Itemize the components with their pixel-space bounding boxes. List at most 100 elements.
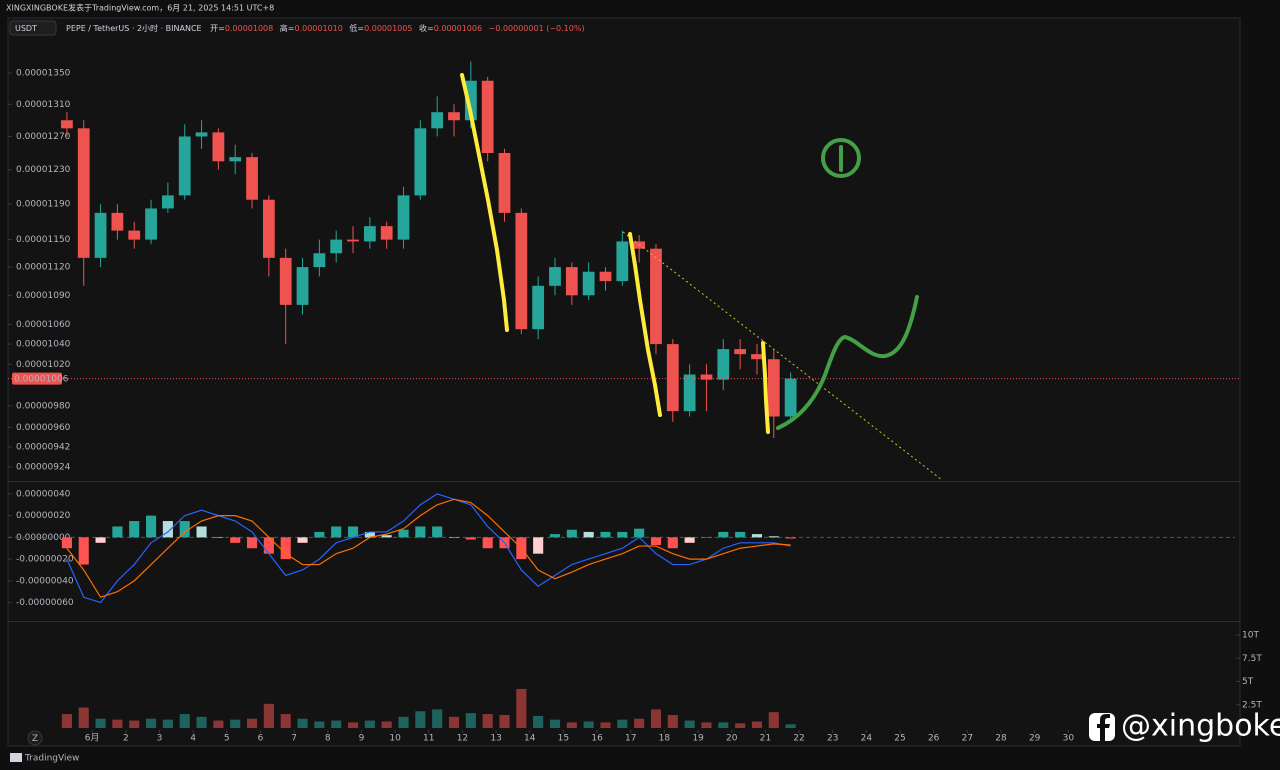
volume-bar	[634, 718, 645, 728]
x-tick-label: 27	[962, 734, 973, 744]
volume-bar	[516, 688, 527, 728]
circled-one	[821, 138, 861, 178]
y-tick-label: 0.00000980	[16, 401, 71, 411]
histogram-bar	[735, 531, 746, 538]
candle-body	[498, 152, 511, 213]
y-tick-label: 0.00001120	[16, 263, 71, 273]
histogram-bar	[162, 521, 173, 538]
histogram-bar	[768, 536, 779, 538]
z-button[interactable]	[27, 730, 43, 746]
candle-body	[565, 267, 578, 296]
y-tick-label: 0.00001090	[16, 291, 71, 301]
candle-body	[397, 195, 410, 240]
candle-body	[515, 212, 528, 330]
symbol: PEPE / TetherUS · 2小时 · BINANCE	[66, 23, 202, 33]
histogram-bar	[600, 531, 611, 538]
candle-body	[246, 157, 258, 200]
x-tick-label: 17	[625, 734, 636, 744]
volume-bar	[549, 719, 561, 728]
z-label[interactable]: Z	[32, 734, 38, 744]
x-tick-label: 23	[827, 734, 838, 744]
volume-bar	[331, 720, 342, 728]
change: −0.00000001 (−0.10%)	[489, 24, 585, 33]
histogram-bar	[465, 537, 476, 540]
candle-body	[448, 112, 460, 121]
candle-body	[195, 132, 208, 137]
candle-body	[145, 208, 157, 240]
byline: XINGXINGBOKE发表于TradingView.com，6月 21, 20…	[6, 3, 274, 13]
volume-bar	[398, 716, 409, 728]
currency-button[interactable]	[9, 20, 57, 36]
candle-body	[666, 344, 679, 412]
candle-body	[363, 226, 376, 242]
candle-body	[700, 374, 713, 380]
x-tick-label: 20	[726, 734, 738, 744]
histogram-bar	[179, 521, 190, 538]
candle-body	[128, 230, 141, 240]
volume-bar	[701, 722, 712, 728]
y-tick-label: 0.00001040	[16, 340, 71, 350]
currency-label[interactable]: USDT	[15, 24, 37, 33]
volume-bar	[230, 719, 241, 728]
histogram-bar	[718, 531, 729, 538]
candle-body	[784, 378, 797, 417]
x-tick-label: 7	[291, 734, 297, 744]
volume-bar	[735, 723, 746, 728]
y-tick-label: 0.00000942	[16, 442, 70, 452]
volume-bar	[95, 718, 106, 728]
x-tick-label: 15	[558, 734, 569, 744]
histogram-bar	[684, 537, 695, 543]
x-tick-label: 26	[928, 734, 940, 744]
ohlc-label: 收=	[419, 23, 434, 33]
y-tick-label: 0.00001020	[16, 360, 71, 370]
volume-bar	[751, 721, 763, 728]
macd-line	[66, 498, 791, 598]
histogram-bar	[263, 537, 274, 554]
histogram-bar	[314, 531, 325, 538]
volume-bar	[718, 722, 729, 728]
x-tick-label: 16	[591, 734, 603, 744]
price-label-box	[12, 372, 62, 385]
histogram-bar	[785, 537, 796, 539]
histogram-bar	[701, 537, 712, 538]
ohlc-label: 低=	[349, 23, 364, 33]
volume-bar	[650, 709, 662, 728]
x-tick-label: 4	[190, 734, 196, 744]
y-tick-label: 0.00000924	[16, 462, 71, 472]
brand-logo	[10, 753, 22, 762]
price-label: 0.00001006	[14, 375, 69, 385]
y-tick-label: 0.00000020	[16, 511, 71, 521]
volume-bar	[785, 724, 796, 728]
histogram-bar	[566, 529, 577, 538]
y-tick-label: -0.00000060	[16, 598, 74, 608]
x-tick-label: 6月	[85, 733, 100, 744]
volume-bar	[465, 713, 476, 728]
candle-body	[162, 195, 174, 209]
volume-bar	[162, 719, 173, 728]
volume-bar	[314, 721, 325, 728]
histogram-bar	[78, 537, 89, 565]
candle-body	[77, 128, 90, 258]
candle-body	[330, 239, 343, 254]
volume-bar	[583, 721, 594, 728]
y-tick-label: 10T	[1242, 631, 1259, 641]
histogram-bar	[448, 537, 460, 538]
ohlc-label: 开=	[210, 24, 225, 33]
y-tick-label: 0.00000040	[16, 489, 71, 499]
histogram-bar	[95, 537, 106, 543]
candle-body	[431, 112, 444, 129]
histogram-bar	[617, 531, 628, 538]
candle-body	[767, 359, 780, 417]
candle-body	[599, 271, 612, 282]
x-tick-label: 25	[894, 734, 905, 744]
x-tick-label: 19	[692, 734, 704, 744]
y-tick-label: 7.5T	[1242, 654, 1262, 664]
candle-body	[616, 241, 629, 282]
brand: TradingView	[24, 754, 79, 764]
volume-bar	[347, 722, 359, 728]
candle-body	[313, 253, 326, 268]
candle-body	[717, 349, 730, 380]
trend-line	[622, 231, 943, 481]
y-tick-label: 0.00001310	[16, 100, 71, 110]
volume-bar	[364, 720, 375, 728]
